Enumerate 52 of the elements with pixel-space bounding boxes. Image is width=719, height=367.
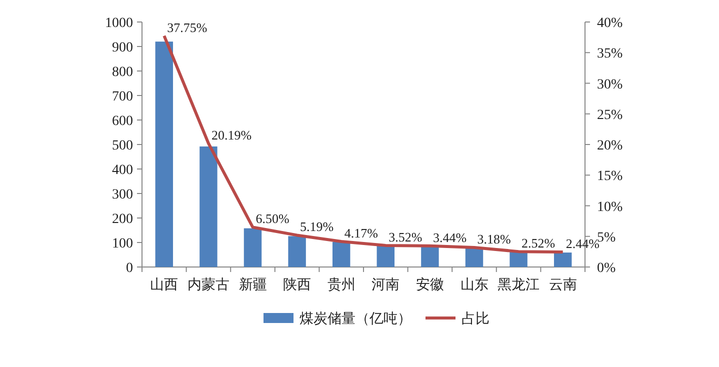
- y-tick-label: 500: [112, 138, 133, 154]
- line-series: [162, 34, 564, 254]
- y-tick-label: 0: [126, 261, 133, 276]
- y-tick-label: 200: [112, 212, 133, 227]
- bar: [376, 246, 395, 267]
- data-label: 37.75%: [167, 20, 208, 35]
- y-tick-label: 600: [112, 114, 133, 129]
- x-tick-label: 河南: [372, 277, 400, 293]
- y-tick-label: 700: [112, 90, 133, 104]
- data-label: 4.17%: [344, 225, 378, 240]
- x-tick-label: 陕西: [283, 277, 312, 293]
- data-label: 3.52%: [388, 229, 422, 244]
- bar: [200, 146, 218, 267]
- y-tick-label: 300: [112, 188, 133, 202]
- data-label: 20.19%: [211, 127, 252, 142]
- bar: [510, 252, 528, 267]
- y-tick-label: 1000: [105, 16, 133, 31]
- y2-tick-label: 35%: [597, 46, 623, 62]
- y2-tick-label: 20%: [597, 138, 623, 154]
- bar: [554, 252, 572, 267]
- y2-tick-label: 25%: [597, 108, 623, 123]
- y-tick-label: 900: [112, 40, 133, 56]
- x-tick-label: 山西: [150, 277, 178, 293]
- bar: [332, 242, 350, 267]
- data-label: 5.19%: [300, 219, 334, 234]
- y2-tick-label: 40%: [597, 16, 623, 31]
- y-tick-label: 100: [112, 236, 133, 252]
- bar: [421, 246, 439, 267]
- x-tick-label: 新疆: [238, 277, 267, 293]
- y2-tick-label: 0%: [597, 261, 616, 276]
- legend-label: 煤炭储量（亿吨）: [300, 311, 412, 327]
- x-tick-label: 贵州: [327, 277, 356, 293]
- x-tick-label: 安徽: [416, 277, 444, 293]
- data-label: 6.50%: [256, 211, 290, 226]
- bar: [465, 248, 484, 267]
- data-label: 2.52%: [522, 236, 556, 251]
- bar: [155, 42, 174, 267]
- x-tick-label: 内蒙古: [187, 277, 230, 293]
- y2-tick-label: 30%: [597, 77, 623, 92]
- y2-tick-label: 15%: [597, 169, 623, 184]
- x-tick-label: 黑龙江: [498, 277, 540, 293]
- y2-tick-label: 5%: [597, 230, 616, 246]
- y-tick-label: 400: [112, 163, 133, 178]
- y-tick-label: 800: [112, 65, 133, 80]
- data-label: 3.18%: [477, 232, 511, 247]
- legend-label: 占比: [462, 311, 490, 327]
- bar: [244, 228, 262, 267]
- y2-tick-label: 10%: [597, 200, 623, 215]
- bar: [288, 236, 306, 267]
- x-tick-label: 山东: [460, 277, 488, 293]
- data-label: 3.44%: [432, 230, 467, 245]
- x-tick-label: 云南: [548, 277, 577, 293]
